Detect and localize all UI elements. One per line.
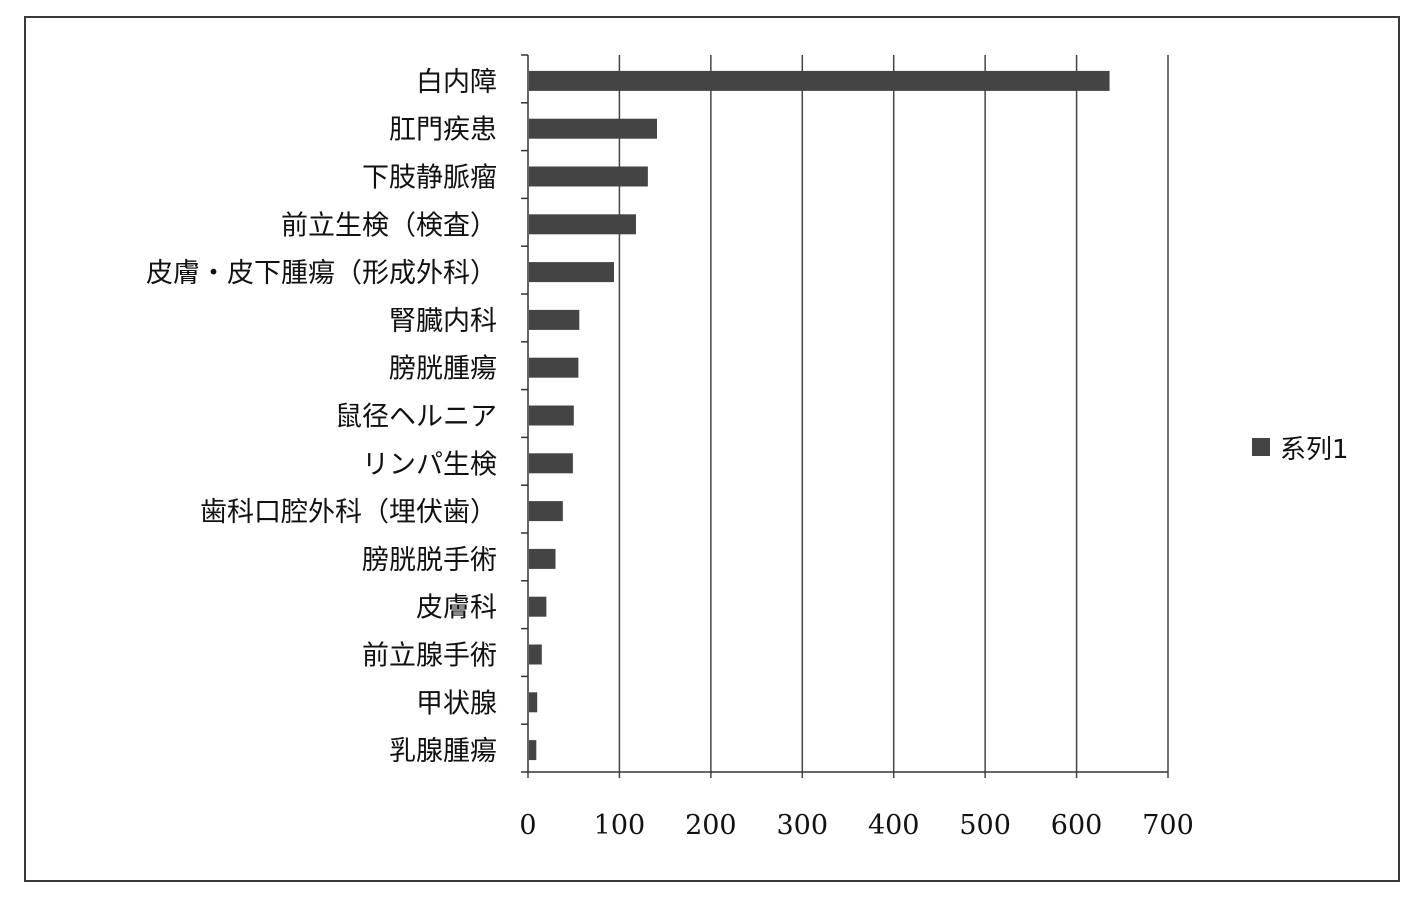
bar [529, 453, 573, 474]
bar [529, 118, 657, 139]
category-label: 膀胱脱手術 [362, 545, 497, 576]
category-label: 前立腺手術 [362, 641, 497, 672]
x-tick-label: 600 [1051, 810, 1103, 841]
chart-frame [24, 16, 1400, 882]
category-label: 白内障 [416, 67, 497, 98]
category-label: 膀胱腫瘍 [389, 354, 497, 385]
category-label: 前立生検（検査） [281, 210, 497, 241]
bar [529, 644, 542, 665]
x-tick-label: 100 [594, 810, 646, 841]
bar [529, 214, 636, 235]
bar [529, 262, 615, 283]
bar [529, 501, 563, 522]
category-label: 皮膚科 [416, 593, 497, 624]
category-label: リンパ生検 [362, 449, 497, 480]
x-tick-label: 500 [959, 810, 1011, 841]
category-label: 腎臓内科 [389, 306, 497, 337]
x-tick-label: 200 [685, 810, 737, 841]
bars [529, 70, 1110, 761]
bar [529, 70, 1110, 91]
bar [529, 740, 537, 761]
bar [529, 357, 579, 378]
legend-label: 系列1 [1280, 435, 1349, 465]
gridlines [618, 55, 1169, 772]
legend-swatch [1252, 438, 1270, 456]
x-tick-label: 400 [868, 810, 920, 841]
bar [529, 166, 648, 187]
category-label: 甲状腺 [416, 688, 497, 719]
tick-labels: 0 100 200 300 400 500 600 700 [519, 810, 1193, 841]
x-tick-label: 300 [777, 810, 829, 841]
category-label: 鼠径ヘルニア [335, 402, 497, 433]
bar [529, 548, 556, 569]
legend: 系列1 [1252, 435, 1349, 465]
x-tick-label: 0 [519, 810, 536, 841]
category-label: 肛門疾患 [389, 115, 497, 146]
category-label: 皮膚・皮下腫瘍（形成外科） [146, 258, 497, 289]
bar [529, 596, 547, 617]
axes [521, 54, 1169, 778]
x-tick-label: 700 [1142, 810, 1194, 841]
category-label: 下肢静脈瘤 [362, 163, 497, 194]
bar [529, 309, 580, 330]
bar [529, 692, 538, 713]
category-label: 乳腺腫瘍 [389, 736, 497, 767]
bar [529, 405, 574, 426]
category-label: 歯科口腔外科（埋伏歯） [200, 497, 497, 528]
